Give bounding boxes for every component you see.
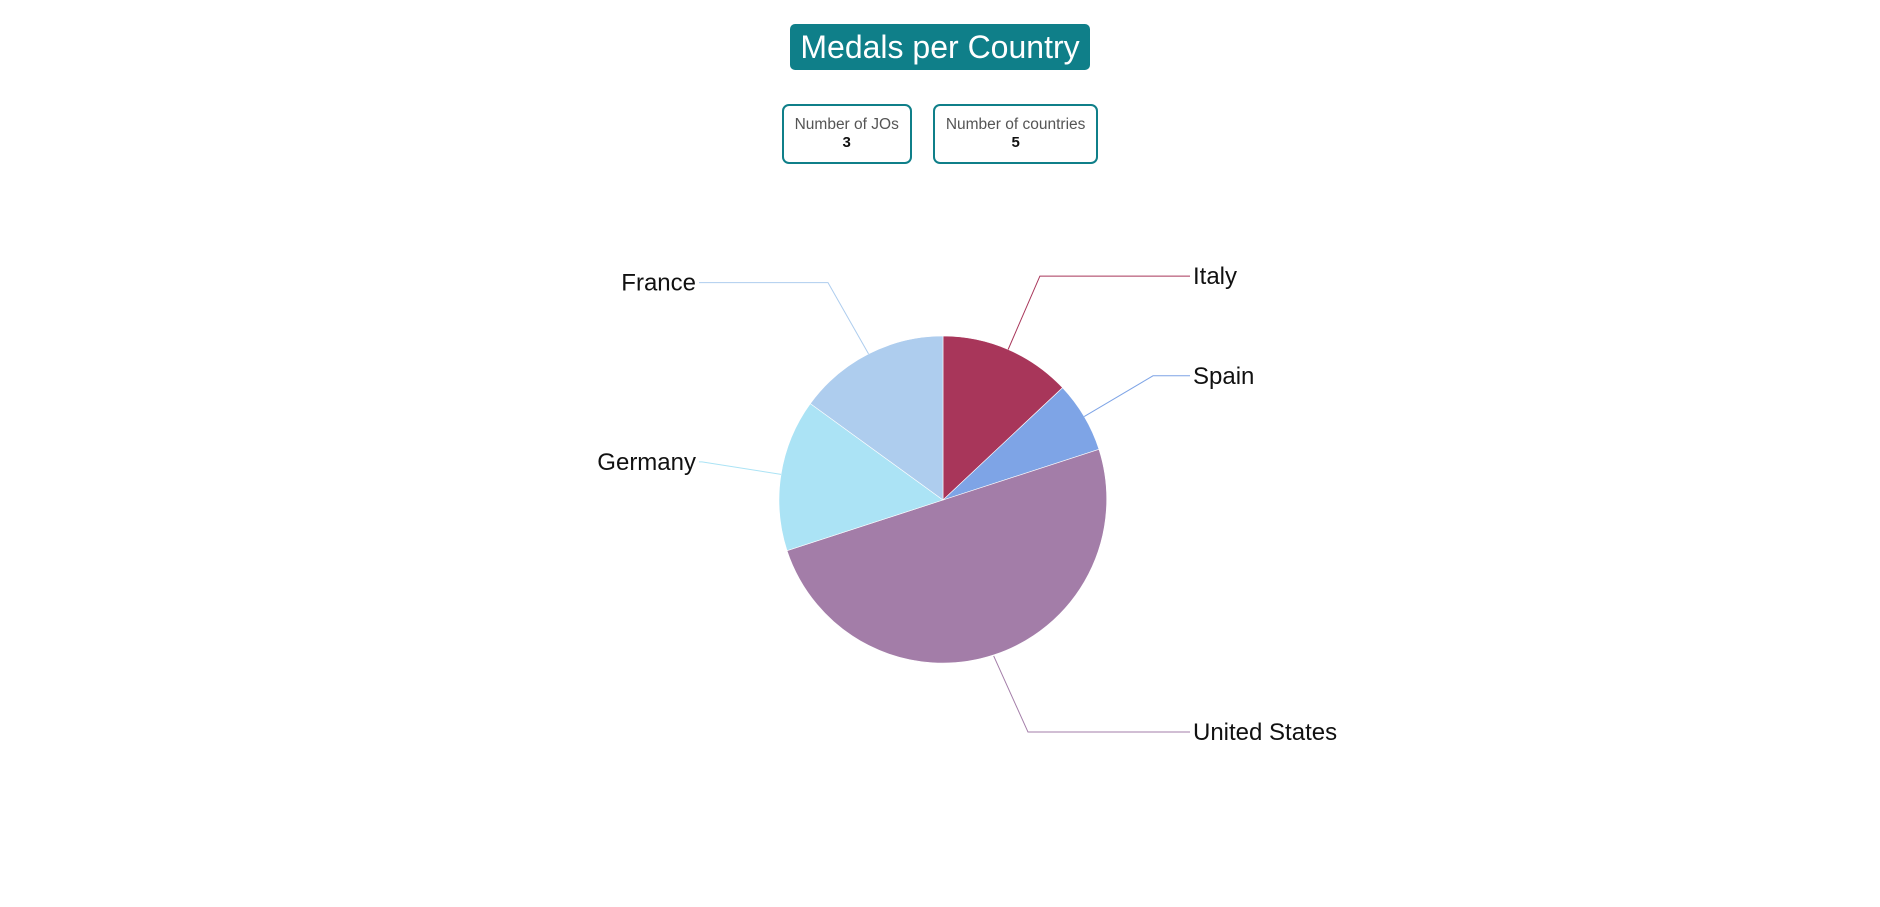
title-container: Medals per Country [0, 24, 1880, 70]
slice-label-spain: Spain [1193, 363, 1254, 390]
stat-value: 3 [842, 134, 851, 151]
leader-line-spain [1083, 375, 1190, 417]
slice-label-france: France [621, 270, 696, 297]
stat-label: Number of JOs [794, 116, 899, 133]
pie-slice-italy[interactable] [942, 335, 1063, 501]
stat-card-jos: Number of JOs 3 [781, 104, 912, 164]
page-title: Medals per Country [790, 24, 1090, 70]
slice-label-united-states: United States [1193, 719, 1337, 746]
pie-slice-france[interactable] [809, 335, 944, 501]
leader-line-italy [1007, 275, 1190, 350]
pie-slices [778, 335, 1107, 664]
pie-labels: Italy Spain United States Germany France [597, 263, 1337, 746]
slice-label-italy: Italy [1193, 263, 1237, 290]
stats-row: Number of JOs 3 Number of countries 5 [0, 104, 1880, 164]
leader-line-france [699, 282, 869, 355]
stat-value: 5 [1011, 134, 1020, 151]
leader-line-united-states [993, 655, 1190, 733]
slice-label-germany: Germany [597, 449, 696, 476]
stat-card-countries: Number of countries 5 [932, 104, 1099, 164]
pie-slice-united-states[interactable] [786, 448, 1107, 664]
stat-label: Number of countries [945, 116, 1086, 133]
pie-slice-germany[interactable] [778, 403, 944, 552]
leader-line-germany [699, 461, 782, 475]
